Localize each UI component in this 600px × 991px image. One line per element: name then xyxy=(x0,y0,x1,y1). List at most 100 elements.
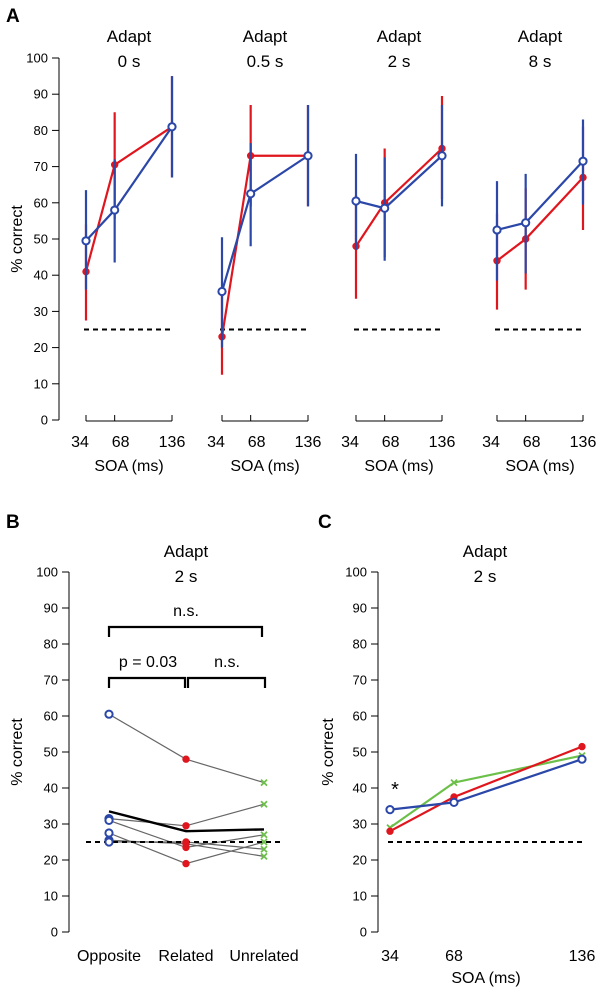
x-tick-label: 68 xyxy=(523,434,541,451)
data-point-related xyxy=(182,859,190,868)
x-tick-label: 136 xyxy=(570,434,597,451)
data-point-blue xyxy=(351,196,361,206)
chart-title-line2: 0 s xyxy=(118,52,141,71)
y-tick-label: 20 xyxy=(44,853,58,868)
significance-label-top: n.s. xyxy=(173,603,199,620)
data-point-blue xyxy=(246,189,256,199)
y-tick-label: 30 xyxy=(34,304,48,319)
y-axis-label: % correct xyxy=(9,718,26,786)
y-tick-label: 0 xyxy=(41,413,48,428)
subject-line xyxy=(108,713,265,784)
y-tick-label: 50 xyxy=(44,745,58,760)
x-tick-label: 68 xyxy=(112,434,130,451)
y-tick-label: 50 xyxy=(353,745,367,760)
y-axis-label: % correct xyxy=(320,718,337,786)
significance-asterisk: * xyxy=(391,779,399,801)
series-line-blue xyxy=(496,160,584,232)
y-axis-label: % correct xyxy=(9,205,26,273)
data-point-unrelated xyxy=(260,838,268,846)
x-tick-label: 68 xyxy=(248,434,266,451)
y-tick-label: 10 xyxy=(44,889,58,904)
data-point-blue xyxy=(521,218,531,228)
p-value-label: p = 0.03 xyxy=(119,654,177,671)
y-tick-label: 70 xyxy=(44,673,58,688)
significance-label-right: n.s. xyxy=(214,654,240,671)
x-axis-label: SOA (ms) xyxy=(364,458,433,475)
chart-title-line2: 8 s xyxy=(529,52,552,71)
data-point-unrelated xyxy=(260,852,268,861)
y-tick-label: 90 xyxy=(34,87,48,102)
y-tick-label: 10 xyxy=(353,889,367,904)
y-tick-label: 100 xyxy=(345,565,367,580)
chart-title-line1: Adapt xyxy=(377,27,422,46)
x-axis-label: SOA (ms) xyxy=(230,458,299,475)
chart-title-line1: Adapt xyxy=(243,27,288,46)
data-point-unrelated xyxy=(260,778,268,787)
x-tick-label: 34 xyxy=(381,948,399,965)
y-tick-label: 90 xyxy=(44,601,58,616)
chart-title-line1: Adapt xyxy=(164,542,209,561)
data-point-blue xyxy=(217,286,227,297)
y-tick-label: 0 xyxy=(360,925,367,940)
data-point-blue xyxy=(167,122,177,132)
data-point-blue xyxy=(578,156,588,166)
y-tick-label: 60 xyxy=(353,709,367,724)
data-point-blue xyxy=(81,236,91,246)
data-point-related xyxy=(182,822,190,830)
x-axis-label: SOA (ms) xyxy=(94,458,163,475)
data-point-related xyxy=(182,838,190,846)
y-tick-label: 100 xyxy=(36,565,58,580)
y-tick-label: 90 xyxy=(353,601,367,616)
x-tick-label: 68 xyxy=(382,434,400,451)
x-category-label: Unrelated xyxy=(229,948,298,965)
series-line-blue xyxy=(220,154,309,292)
data-point-related xyxy=(182,755,190,763)
chart-title-line1: Adapt xyxy=(107,27,152,46)
series-line-red xyxy=(389,745,583,833)
mean-line xyxy=(108,810,265,833)
x-tick-label: 34 xyxy=(482,434,500,451)
y-tick-label: 20 xyxy=(353,853,367,868)
series-line-blue xyxy=(355,154,443,210)
data-point-blue xyxy=(492,225,502,235)
y-tick-label: 70 xyxy=(34,159,48,174)
x-tick-label: 136 xyxy=(569,948,596,965)
y-tick-label: 80 xyxy=(353,637,367,652)
data-point-green xyxy=(450,778,458,787)
chart-title-line2: 2 s xyxy=(175,567,198,586)
y-tick-label: 10 xyxy=(34,376,48,391)
x-tick-label: 34 xyxy=(71,434,89,451)
bracket-opposite-related xyxy=(107,676,187,688)
data-point-opposite xyxy=(104,709,114,719)
panel-label-c: C xyxy=(318,512,332,533)
panel-label-b: B xyxy=(6,512,20,533)
y-tick-label: 80 xyxy=(44,637,58,652)
x-category-label: Opposite xyxy=(77,948,141,965)
y-tick-label: 30 xyxy=(353,817,367,832)
x-axis-label: SOA (ms) xyxy=(505,458,574,475)
data-point-opposite xyxy=(104,815,114,826)
y-tick-label: 40 xyxy=(34,268,48,283)
y-tick-label: 100 xyxy=(26,51,48,66)
x-tick-label: 68 xyxy=(445,948,463,965)
x-axis-label: SOA (ms) xyxy=(451,970,520,987)
data-point-unrelated xyxy=(260,831,268,839)
chart-title-line1: Adapt xyxy=(518,27,563,46)
chart-title-line1: Adapt xyxy=(463,542,508,561)
data-point-blue xyxy=(110,205,120,215)
y-tick-label: 60 xyxy=(34,195,48,210)
series-line-red xyxy=(355,147,443,247)
series-line-red xyxy=(496,176,584,262)
data-point-opposite xyxy=(104,837,114,847)
data-point-blue xyxy=(385,805,395,815)
chart-title-line2: 0.5 s xyxy=(247,52,284,71)
y-tick-label: 0 xyxy=(51,925,58,940)
data-point-opposite xyxy=(104,828,114,838)
x-tick-label: 34 xyxy=(341,434,359,451)
x-category-label: Related xyxy=(158,948,213,965)
bracket-related-unrelated xyxy=(186,676,267,688)
y-tick-label: 60 xyxy=(44,709,58,724)
data-point-blue xyxy=(380,203,390,213)
panel-label-a: A xyxy=(6,6,20,27)
